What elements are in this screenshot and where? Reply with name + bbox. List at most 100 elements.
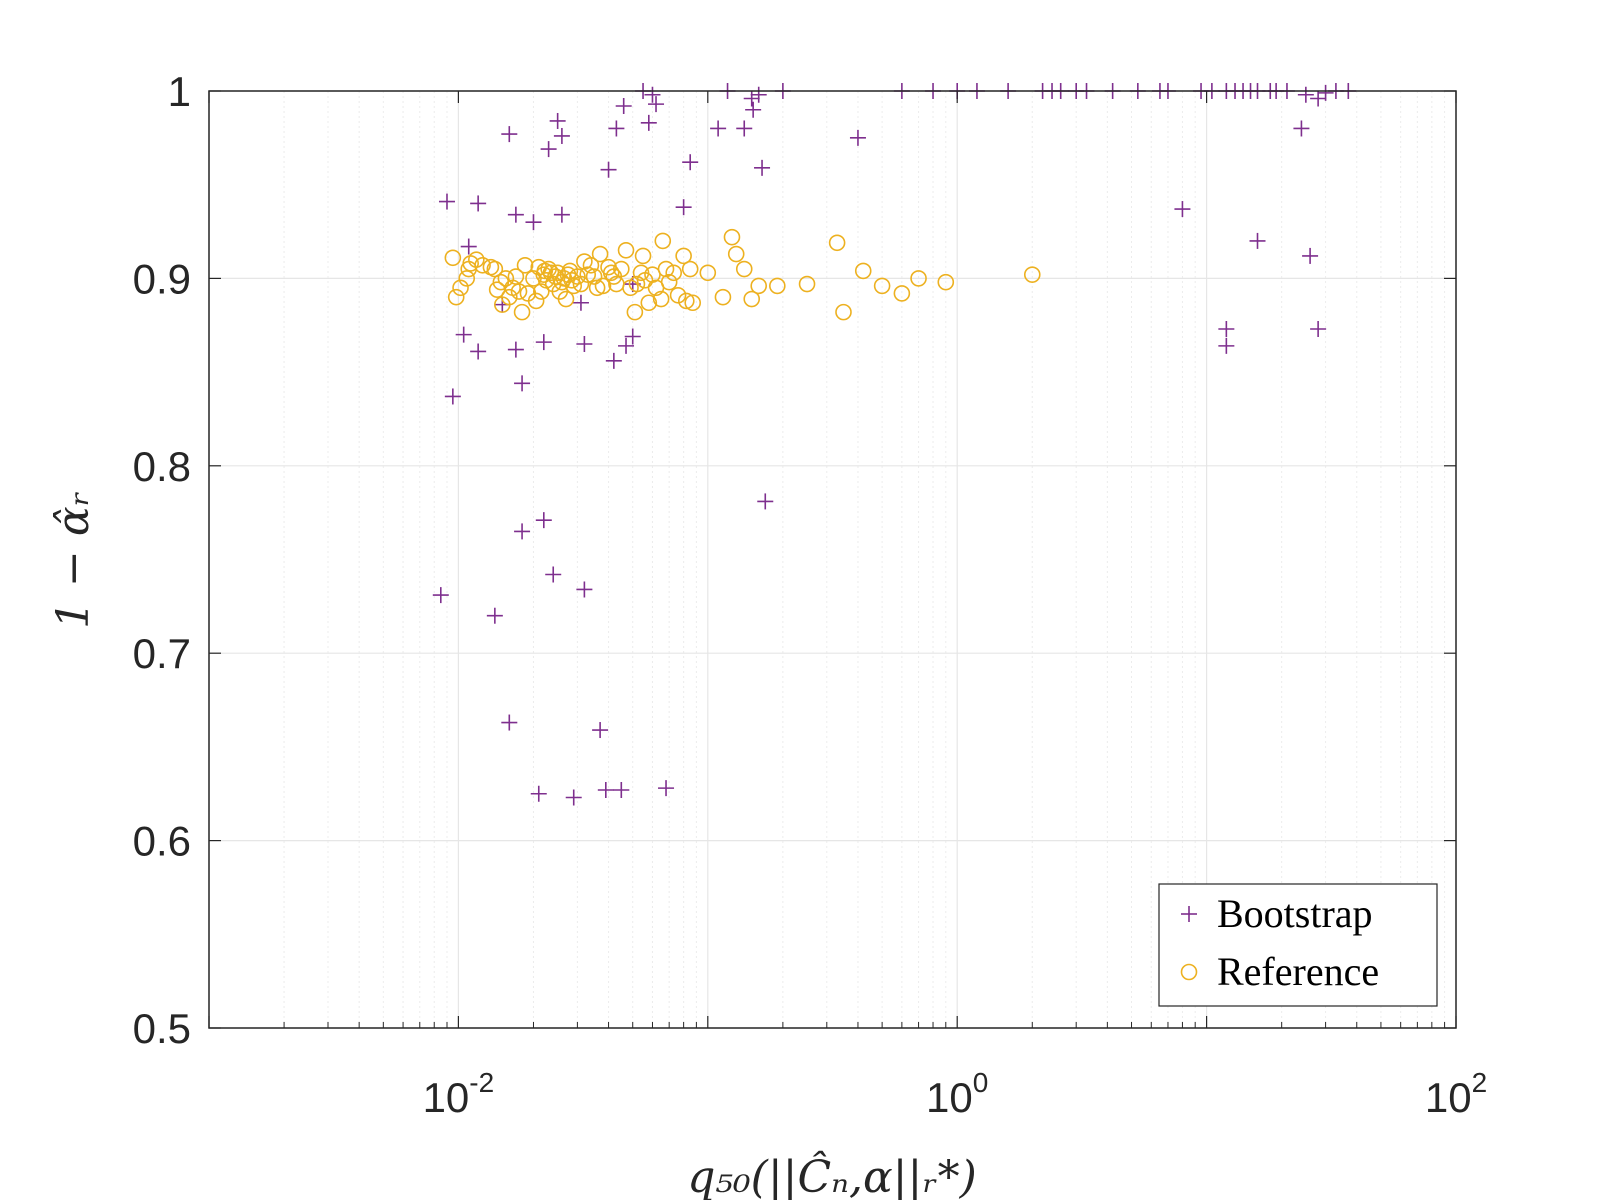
bootstrap-point bbox=[1297, 86, 1314, 103]
reference-point bbox=[458, 270, 476, 287]
reference-point bbox=[660, 273, 678, 291]
bootstrap-point bbox=[1302, 247, 1319, 264]
bootstrap-point bbox=[535, 512, 552, 529]
bootstrap-point bbox=[501, 126, 518, 143]
legend-bootstrap-marker bbox=[1181, 906, 1197, 922]
x-tick-label: 100 bbox=[926, 1067, 988, 1121]
reference-point bbox=[681, 260, 699, 278]
bootstrap-point bbox=[710, 120, 727, 137]
bootstrap-point bbox=[470, 343, 487, 360]
reference-point bbox=[557, 290, 575, 308]
reference-point bbox=[634, 247, 652, 265]
bootstrap-point bbox=[553, 206, 570, 223]
reference-point bbox=[854, 262, 872, 280]
reference-point bbox=[533, 283, 550, 300]
legend: Bootstrap Reference bbox=[1158, 883, 1438, 1007]
bootstrap-point bbox=[1293, 120, 1310, 137]
bootstrap-point bbox=[648, 96, 665, 113]
reference-point bbox=[769, 277, 786, 295]
bootstrap-point bbox=[618, 337, 635, 354]
bootstrap-point bbox=[549, 112, 566, 129]
axis-ticks bbox=[208, 90, 1457, 1029]
y-tick-label: 1 bbox=[168, 68, 191, 115]
reference-point bbox=[447, 288, 465, 306]
legend-reference-marker bbox=[1180, 963, 1198, 981]
reference-point bbox=[547, 268, 564, 285]
bootstrap-point bbox=[455, 326, 472, 343]
legend-box bbox=[1158, 883, 1438, 1007]
reference-point bbox=[594, 277, 612, 295]
axes-box bbox=[208, 90, 1457, 1029]
reference-point bbox=[444, 249, 462, 267]
reference-point bbox=[510, 283, 528, 300]
y-axis-label: 1 − α̂ᵣ bbox=[48, 491, 99, 629]
y-tick-label: 0.9 bbox=[133, 255, 191, 302]
y-tick-label: 0.6 bbox=[133, 818, 191, 865]
reference-point bbox=[549, 264, 566, 282]
bootstrap-point bbox=[640, 114, 657, 131]
reference-point bbox=[565, 277, 583, 295]
bootstrap-point bbox=[754, 159, 771, 176]
reference-point bbox=[474, 256, 491, 274]
bootstrap-point bbox=[507, 341, 524, 358]
bootstrap-point bbox=[565, 789, 582, 806]
reference-point bbox=[657, 260, 675, 278]
bootstrap-point bbox=[1310, 320, 1327, 337]
bootstrap-point bbox=[1218, 320, 1235, 337]
bootstrap-point bbox=[1317, 84, 1334, 101]
bootstrap-point bbox=[605, 352, 622, 369]
reference-point bbox=[893, 285, 911, 302]
bootstrap-point bbox=[750, 86, 767, 103]
reference-point bbox=[527, 292, 545, 310]
bootstrap-point bbox=[675, 199, 692, 216]
reference-point bbox=[910, 270, 927, 287]
bootstrap-point bbox=[597, 782, 614, 799]
bootstrap-point bbox=[530, 785, 547, 802]
reference-point bbox=[675, 247, 692, 265]
plot-area bbox=[209, 91, 1456, 1028]
reference-point bbox=[640, 294, 658, 312]
bootstrap-point bbox=[615, 97, 632, 114]
x-tick-label-exponent: 2 bbox=[1472, 1067, 1488, 1098]
reference-point bbox=[617, 241, 635, 259]
reference-point bbox=[613, 260, 630, 278]
x-tick-label-exponent: -2 bbox=[469, 1067, 494, 1098]
x-tick-label-base: 10 bbox=[926, 1074, 973, 1121]
reference-point bbox=[501, 288, 518, 306]
bootstrap-point bbox=[745, 101, 762, 118]
y-tick-label: 0.5 bbox=[133, 1005, 191, 1052]
bootstrap-point bbox=[757, 493, 774, 510]
bootstrap-point bbox=[658, 780, 675, 797]
bootstrap-point bbox=[736, 120, 753, 137]
reference-point bbox=[699, 264, 717, 282]
reference-point bbox=[513, 303, 531, 321]
y-tick-label: 0.7 bbox=[133, 630, 191, 677]
bootstrap-point bbox=[540, 141, 557, 158]
reference-point bbox=[727, 245, 745, 263]
x-tick-label-exponent: 0 bbox=[973, 1067, 989, 1098]
bootstrap-point bbox=[576, 581, 593, 598]
legend-plus-marker bbox=[1181, 906, 1197, 922]
bootstrap-point bbox=[460, 238, 477, 255]
bootstrap-point bbox=[624, 328, 641, 345]
bootstrap-point bbox=[608, 120, 625, 137]
reference-point bbox=[835, 303, 852, 321]
bootstrap-point bbox=[432, 587, 449, 604]
bootstrap-point bbox=[592, 722, 609, 739]
bootstrap-point bbox=[514, 375, 531, 392]
reference-point bbox=[569, 268, 586, 285]
data-marks bbox=[432, 83, 1357, 806]
bootstrap-point bbox=[572, 294, 589, 311]
legend-bootstrap-label: Bootstrap bbox=[1217, 891, 1373, 936]
bootstrap-point bbox=[525, 214, 542, 231]
reference-point bbox=[525, 270, 542, 287]
bootstrap-point bbox=[535, 334, 552, 351]
bootstrap-point bbox=[514, 523, 531, 540]
reference-point bbox=[452, 279, 469, 297]
reference-point bbox=[735, 260, 753, 278]
legend-reference-label: Reference bbox=[1217, 949, 1379, 994]
bootstrap-point bbox=[553, 127, 570, 144]
bootstrap-point bbox=[600, 161, 617, 178]
bootstrap-point bbox=[1249, 232, 1266, 249]
